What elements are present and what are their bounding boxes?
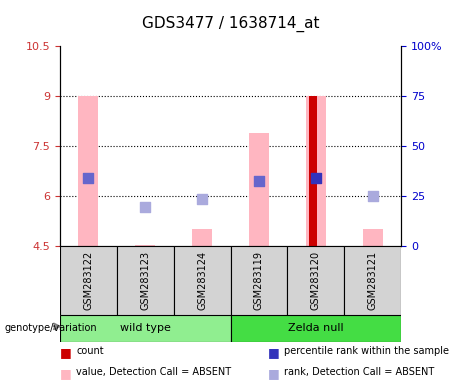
Point: [369, 193, 376, 199]
Text: ■: ■: [60, 367, 71, 380]
Bar: [78, 96, 98, 246]
Point: [85, 174, 92, 180]
Text: ■: ■: [267, 367, 279, 380]
Bar: [249, 132, 269, 246]
Bar: [192, 229, 212, 246]
Text: GSM283124: GSM283124: [197, 251, 207, 310]
Text: wild type: wild type: [120, 323, 171, 333]
Text: value, Detection Call = ABSENT: value, Detection Call = ABSENT: [76, 367, 231, 377]
Bar: [306, 96, 326, 246]
Text: ■: ■: [60, 346, 71, 359]
Text: GSM283122: GSM283122: [83, 251, 94, 310]
Text: GSM283119: GSM283119: [254, 251, 264, 310]
Text: count: count: [76, 346, 104, 356]
Bar: [309, 96, 317, 246]
FancyBboxPatch shape: [230, 246, 287, 315]
FancyBboxPatch shape: [287, 246, 344, 315]
Text: percentile rank within the sample: percentile rank within the sample: [284, 346, 449, 356]
FancyBboxPatch shape: [230, 315, 401, 342]
Bar: [135, 245, 155, 246]
Point: [198, 196, 206, 202]
Text: ■: ■: [267, 346, 279, 359]
FancyBboxPatch shape: [344, 246, 401, 315]
FancyBboxPatch shape: [60, 315, 230, 342]
Text: Zelda null: Zelda null: [288, 323, 343, 333]
Point: [142, 204, 149, 210]
Text: genotype/variation: genotype/variation: [5, 323, 97, 333]
FancyBboxPatch shape: [174, 246, 230, 315]
Text: GSM283121: GSM283121: [367, 251, 378, 310]
Text: rank, Detection Call = ABSENT: rank, Detection Call = ABSENT: [284, 367, 434, 377]
Point: [312, 174, 319, 180]
Point: [255, 178, 263, 184]
Text: GSM283120: GSM283120: [311, 251, 321, 310]
Bar: [363, 229, 383, 246]
Text: GSM283123: GSM283123: [140, 251, 150, 310]
Text: GDS3477 / 1638714_at: GDS3477 / 1638714_at: [142, 15, 319, 31]
FancyBboxPatch shape: [60, 246, 117, 315]
FancyBboxPatch shape: [117, 246, 174, 315]
